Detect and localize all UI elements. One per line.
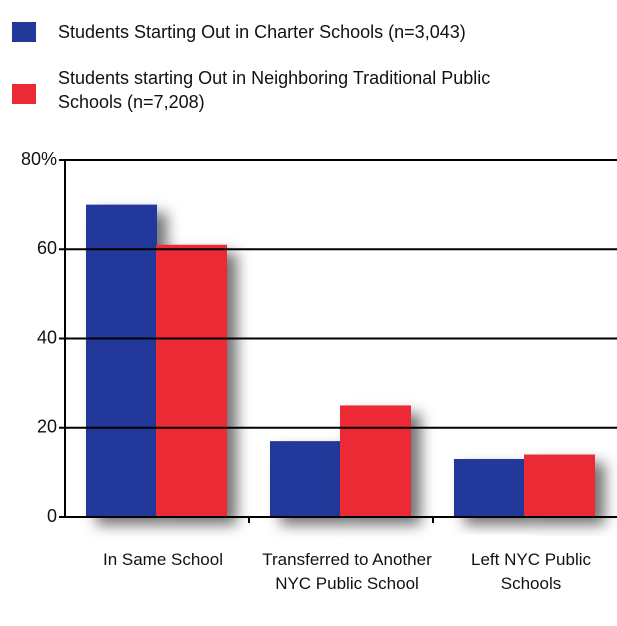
legend-swatch bbox=[12, 84, 36, 104]
x-tick-label: Left NYC Public Schools bbox=[471, 550, 591, 593]
legend-label: Students starting Out in Neighboring Tra… bbox=[58, 68, 491, 112]
bar bbox=[454, 458, 525, 517]
y-tick-label: 40 bbox=[37, 327, 57, 347]
y-tick-label: 20 bbox=[37, 417, 57, 437]
y-tick-label: 60 bbox=[37, 238, 57, 258]
legend-label: Students Starting Out in Charter Schools… bbox=[58, 22, 466, 42]
bar bbox=[524, 454, 595, 517]
y-tick-label: 0 bbox=[47, 506, 57, 526]
legend-swatch bbox=[12, 22, 36, 42]
bar bbox=[156, 244, 227, 517]
y-tick-label: 80% bbox=[21, 149, 57, 169]
x-tick-label: In Same School bbox=[102, 550, 223, 569]
x-tick-label: Transferred to Another NYC Public School bbox=[262, 550, 432, 593]
bar bbox=[340, 405, 411, 517]
bar bbox=[270, 441, 341, 517]
bar bbox=[86, 204, 157, 517]
